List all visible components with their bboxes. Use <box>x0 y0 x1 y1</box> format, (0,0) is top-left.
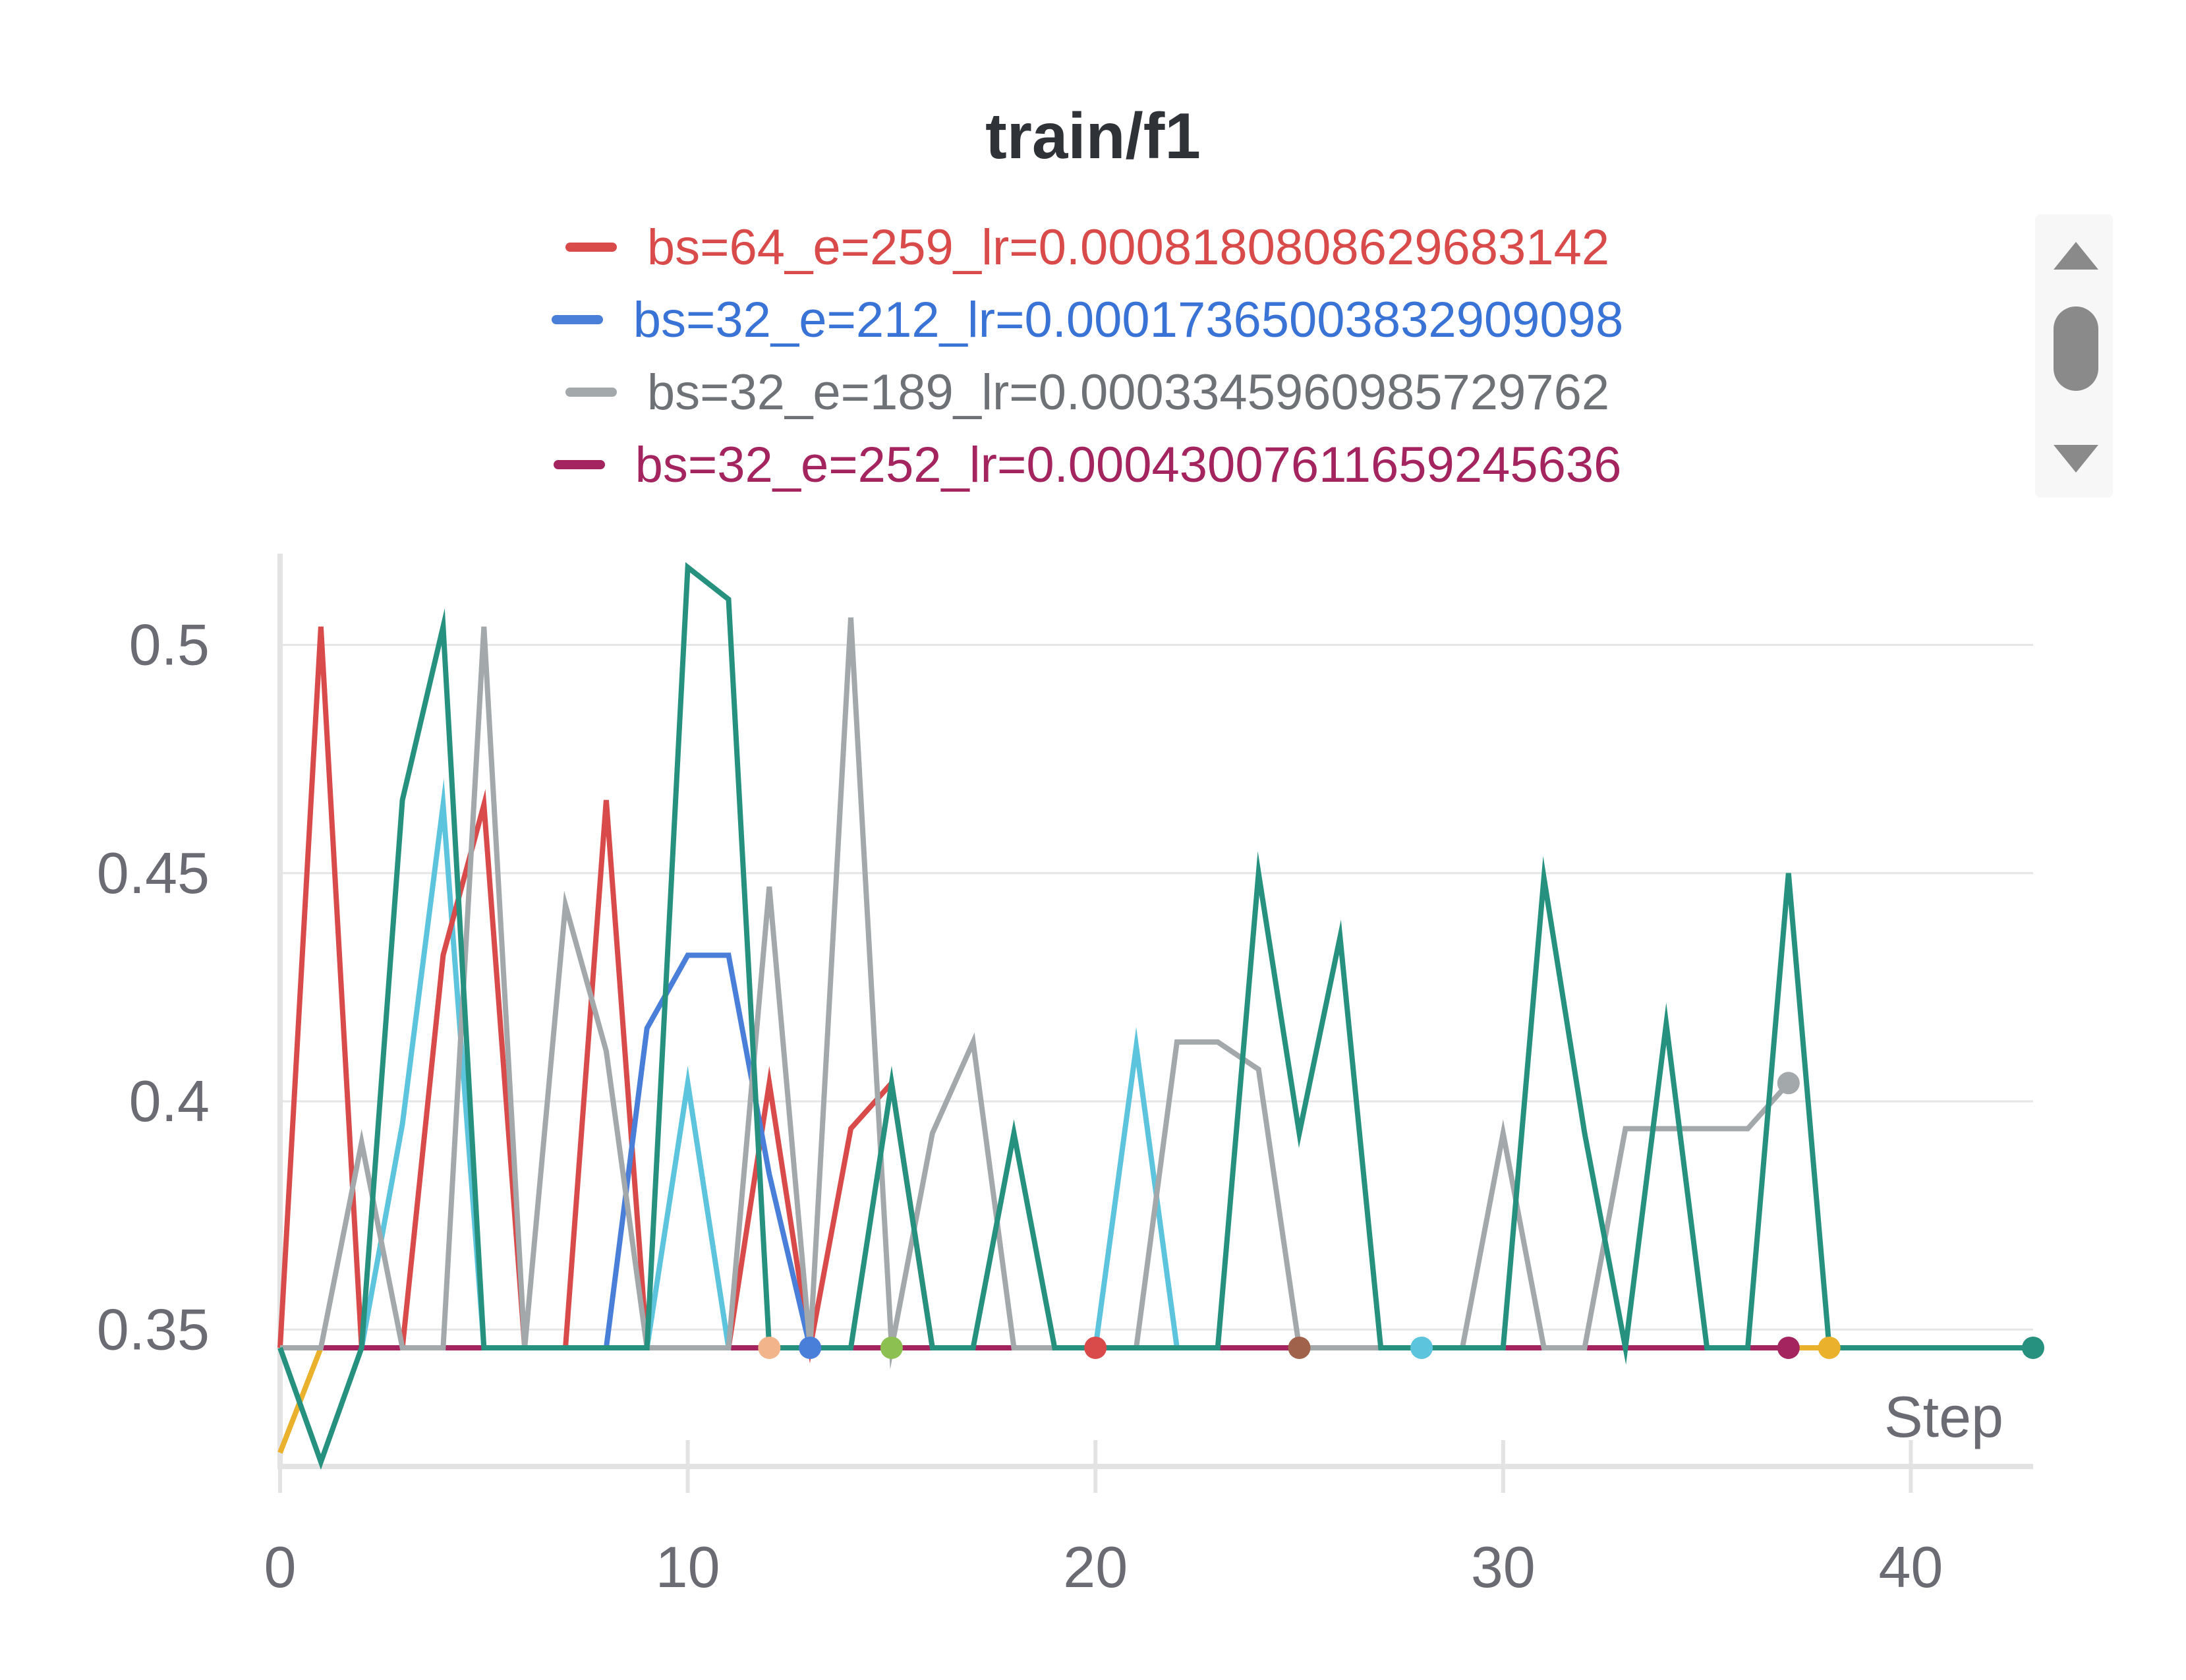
y-tick-label: 0.45 <box>97 840 210 906</box>
series-end-point-1 <box>1410 1336 1433 1359</box>
legend-swatch <box>565 243 617 252</box>
chevron-up-icon[interactable] <box>2054 242 2098 270</box>
y-tick-label: 0.35 <box>97 1296 210 1362</box>
series-end-point-7 <box>1777 1336 1800 1359</box>
grid-lines <box>280 644 2033 1331</box>
x-tick-label: 0 <box>264 1534 297 1600</box>
legend-label: bs=32_e=212_lr=0.00017365003832909098 <box>633 291 1624 348</box>
scroll-thumb[interactable] <box>2054 306 2098 391</box>
series-end-point-8 <box>1777 1072 1800 1095</box>
legend-label: bs=32_e=252_lr=0.00043007611659245636 <box>635 436 1622 493</box>
series-end-point-9 <box>2022 1336 2044 1359</box>
series-lines <box>277 562 2033 1470</box>
tick-labels: 0.35 0.4 0.45 0.5 0 10 20 30 40 Step <box>97 612 2003 1600</box>
series-line-0 <box>277 1345 1829 1454</box>
series-end-point-4 <box>758 1336 781 1359</box>
chart-title: train/f1 <box>985 100 1201 172</box>
axes <box>277 554 2033 1493</box>
legend: bs=64_e=259_lr=0.0008180808629683142 bs=… <box>461 211 1713 501</box>
series-end-point-3 <box>799 1336 822 1359</box>
chevron-down-icon[interactable] <box>2054 445 2098 473</box>
series-line-9 <box>277 562 2033 1470</box>
legend-swatch <box>553 460 605 469</box>
x-tick-label: 40 <box>1878 1534 1943 1600</box>
x-axis-label: Step <box>1884 1384 2003 1449</box>
legend-item-bs32-e189[interactable]: bs=32_e=189_lr=0.0003345960985729762 <box>461 356 1713 428</box>
legend-item-bs32-e252[interactable]: bs=32_e=252_lr=0.00043007611659245636 <box>461 428 1713 501</box>
series-end-point-6 <box>1288 1336 1311 1359</box>
series-line-2 <box>277 626 1096 1364</box>
x-tick-label: 20 <box>1063 1534 1128 1600</box>
series-line-1 <box>280 778 1422 1350</box>
series-end-point-2 <box>1084 1336 1107 1359</box>
series-end-point-0 <box>1818 1336 1841 1359</box>
legend-label: bs=64_e=259_lr=0.0008180808629683142 <box>647 219 1610 275</box>
legend-swatch <box>551 315 603 324</box>
x-tick-label: 10 <box>656 1534 720 1600</box>
legend-swatch <box>565 388 617 397</box>
y-tick-label: 0.4 <box>129 1068 210 1134</box>
series-line-8 <box>280 617 1791 1370</box>
x-tick-label: 30 <box>1471 1534 1536 1600</box>
y-tick-label: 0.5 <box>129 612 210 678</box>
series-end-point-5 <box>880 1336 903 1359</box>
legend-item-bs32-e212[interactable]: bs=32_e=212_lr=0.00017365003832909098 <box>461 283 1713 356</box>
series-end-markers <box>758 1072 2044 1359</box>
legend-label: bs=32_e=189_lr=0.0003345960985729762 <box>647 364 1610 420</box>
legend-scrollbar[interactable] <box>2035 214 2113 498</box>
legend-item-bs64-e259[interactable]: bs=64_e=259_lr=0.0008180808629683142 <box>461 211 1713 283</box>
